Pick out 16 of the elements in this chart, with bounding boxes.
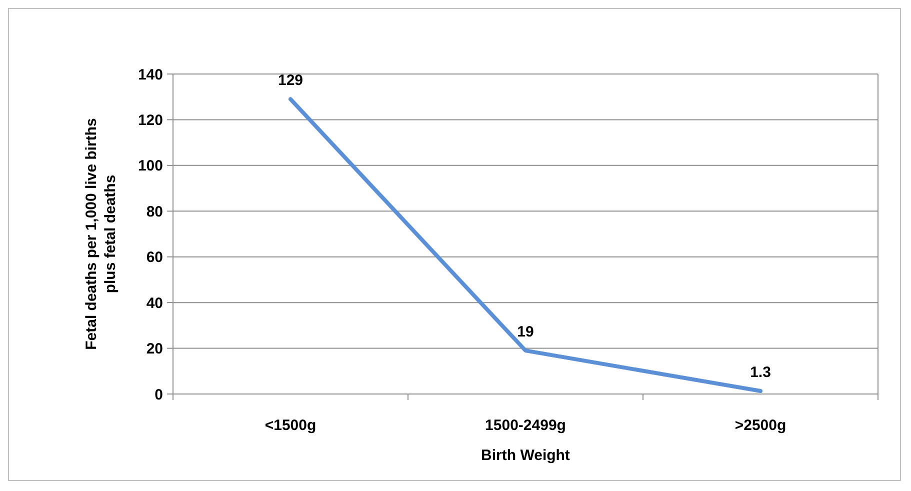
x-axis-title: Birth Weight (481, 447, 570, 464)
data-label: 19 (517, 324, 534, 341)
x-tick-label: >2500g (734, 417, 786, 434)
y-tick-label: 120 (138, 112, 163, 129)
data-label: 129 (278, 72, 304, 90)
y-tick-label: 80 (146, 203, 163, 220)
y-tick-label: 40 (146, 294, 163, 312)
x-tick-label: <1500g (264, 417, 316, 434)
y-tick-label: 100 (138, 158, 163, 175)
y-axis-title: Fetal deaths per 1,000 live births plus fetal deaths (83, 118, 119, 350)
y-tick-label: 140 (138, 66, 163, 84)
y-tick-label: 60 (146, 249, 163, 266)
y-tick-label: 20 (146, 340, 163, 358)
x-tick-label: 1500-2499g (485, 417, 566, 434)
data-label: 1.3 (750, 364, 771, 382)
y-tick-label: 0 (154, 386, 163, 404)
